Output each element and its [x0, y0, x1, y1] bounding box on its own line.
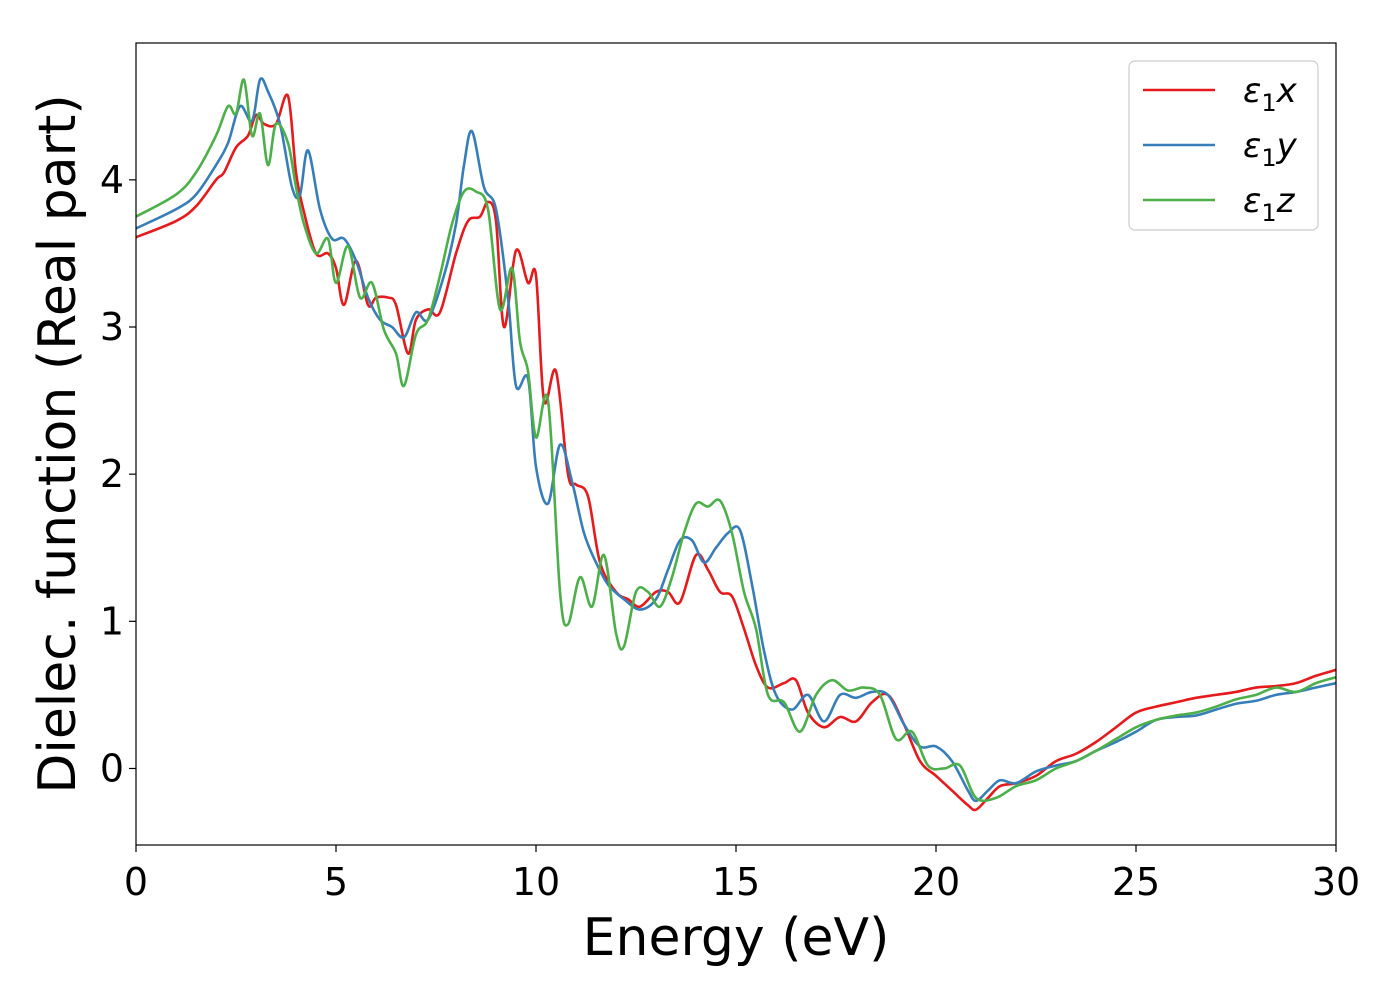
y-tick-label: 0: [100, 746, 124, 790]
y-axis-title: Dielec. function (Real part): [28, 94, 88, 793]
x-axis: 0 5 10 15 20 25 30: [124, 845, 1360, 904]
x-tick-label: 5: [324, 860, 348, 904]
x-tick-label: 15: [712, 860, 760, 904]
legend-label-z: ε1z: [1243, 181, 1296, 227]
series-line-z: [136, 78, 1336, 803]
legend-label-y: ε1y: [1243, 126, 1298, 172]
x-tick-label: 25: [1112, 860, 1160, 904]
legend: ε1x ε1y ε1z: [1128, 60, 1319, 231]
legend-box: [1128, 60, 1319, 231]
y-tick-label: 3: [100, 305, 124, 349]
series-line-y: [136, 77, 1336, 803]
y-tick-label: 4: [100, 158, 124, 202]
legend-label-x: ε1x: [1243, 71, 1298, 117]
y-axis: 0 1 2 3 4: [100, 158, 136, 790]
y-tick-label: 2: [100, 452, 124, 496]
x-axis-title: Energy (eV): [583, 908, 890, 968]
plot-area: [135, 42, 1337, 846]
series-group: [136, 77, 1336, 812]
x-tick-label: 20: [912, 860, 960, 904]
x-tick-label: 30: [1312, 860, 1360, 904]
y-tick-label: 1: [100, 599, 124, 643]
x-tick-label: 0: [124, 860, 148, 904]
x-tick-label: 10: [512, 860, 560, 904]
